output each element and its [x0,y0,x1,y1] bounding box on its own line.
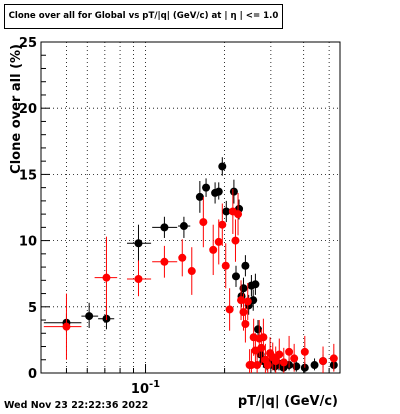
y-tick-label: 25 [19,36,37,51]
data-point [195,192,204,201]
data-point [160,223,169,232]
plot-frame [40,41,341,374]
data-point [209,245,218,254]
data-point [241,320,250,329]
data-point [251,280,260,289]
data-point [241,261,250,270]
data-point [229,187,238,196]
y-tick-label: 5 [28,301,37,316]
data-point [134,239,143,248]
data-point [221,261,230,270]
data-point [62,322,71,331]
data-point [160,257,169,266]
data-point [202,183,211,192]
series-2 [43,188,338,373]
y-axis-label: Clone over all (%) [9,44,24,174]
chart-marks [43,157,338,373]
data-point [310,361,319,370]
series-1 [43,157,338,373]
data-point [239,308,248,317]
data-point [102,273,111,282]
data-point [279,358,288,367]
data-point [319,357,328,366]
data-point [234,210,243,219]
x-tick-label: 10-1 [131,379,160,397]
data-point [253,325,262,334]
data-point [134,274,143,283]
axes: 0 5 10 15 20 25 10-1 [19,36,330,397]
data-point [231,236,240,245]
grid [40,42,340,373]
chart-title: Clone over all for Global vs pT/|q| (GeV… [8,11,279,21]
y-tick-label: 20 [19,102,37,117]
data-point [225,305,234,314]
data-point [214,237,223,246]
y-tick-label: 0 [28,367,37,382]
datestamp: Wed Nov 23 22:22:36 2022 [4,400,149,411]
data-point [218,162,227,171]
data-point [300,347,309,356]
y-tick-label: 10 [19,235,37,250]
data-point [259,333,268,342]
data-point [218,220,227,229]
x-axis-label: pT/|q| (GeV/c) [238,394,338,409]
data-point [243,297,252,306]
data-point [199,218,208,227]
data-point [292,362,301,371]
data-point [253,361,262,370]
data-point [275,350,284,359]
data-point [290,354,299,363]
data-point [231,272,240,281]
data-point [285,347,294,356]
data-point [247,361,256,370]
data-point [85,312,94,321]
data-point [257,343,266,352]
y-tick-label: 15 [19,168,37,183]
data-point [222,207,231,216]
data-point [271,357,280,366]
chart-title-box: Clone over all for Global vs pT/|q| (GeV… [4,4,283,29]
data-point [214,187,223,196]
data-point [179,222,188,231]
data-point [329,354,338,363]
data-point [187,267,196,276]
data-point [178,253,187,262]
